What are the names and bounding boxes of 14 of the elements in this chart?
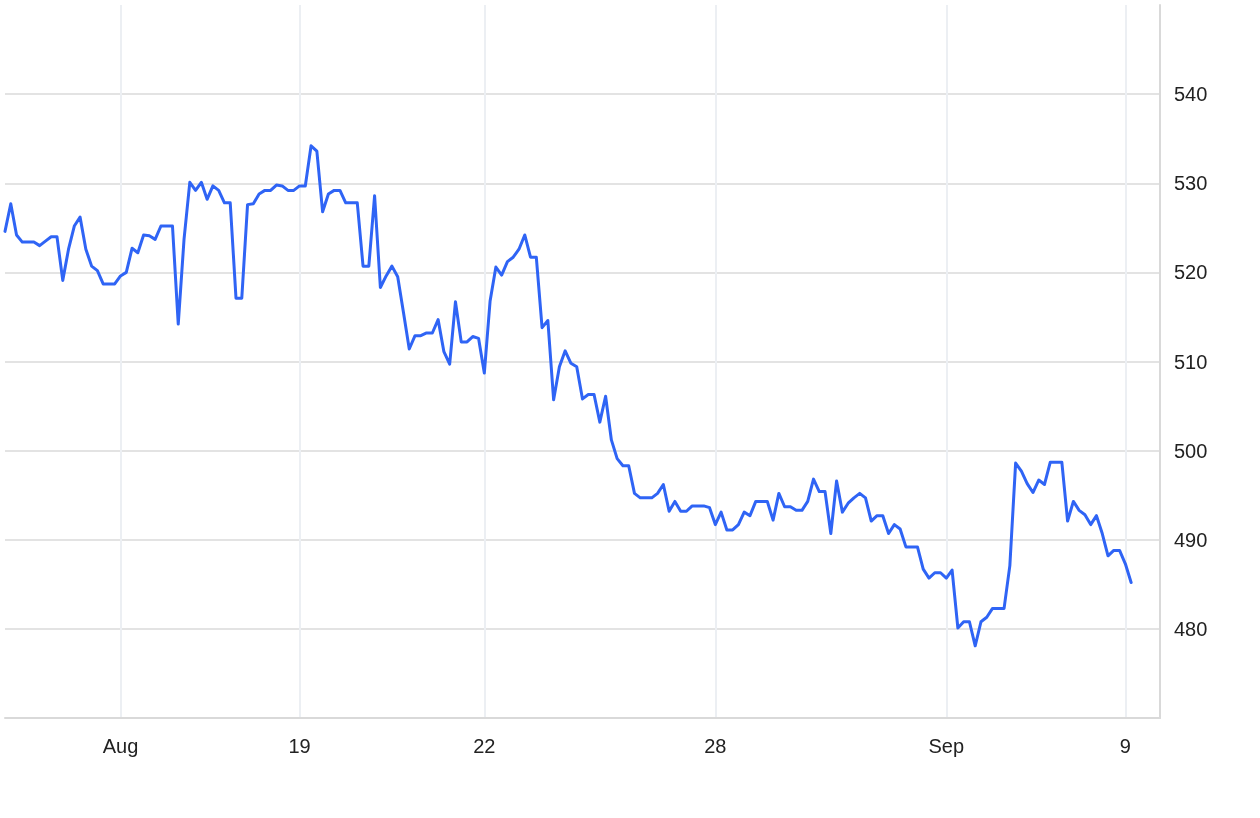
y-tick-label: 480 <box>1174 617 1208 640</box>
line-series <box>3 144 1133 648</box>
y-tick-label: 500 <box>1174 439 1208 462</box>
x-tick-label: Sep <box>928 735 965 757</box>
y-tick-label: 520 <box>1174 261 1208 284</box>
y-tick-label: 530 <box>1174 172 1208 195</box>
y-tick-label: 540 <box>1174 83 1208 106</box>
x-tick-label: 22 <box>473 735 496 757</box>
x-tick-label: 9 <box>1119 735 1131 757</box>
y-tick-label: 510 <box>1174 350 1208 373</box>
x-tick-label: Aug <box>102 735 139 757</box>
y-tick-label: 490 <box>1174 528 1208 551</box>
x-tick-label: 28 <box>704 735 727 757</box>
x-tick-label: 19 <box>288 735 311 757</box>
